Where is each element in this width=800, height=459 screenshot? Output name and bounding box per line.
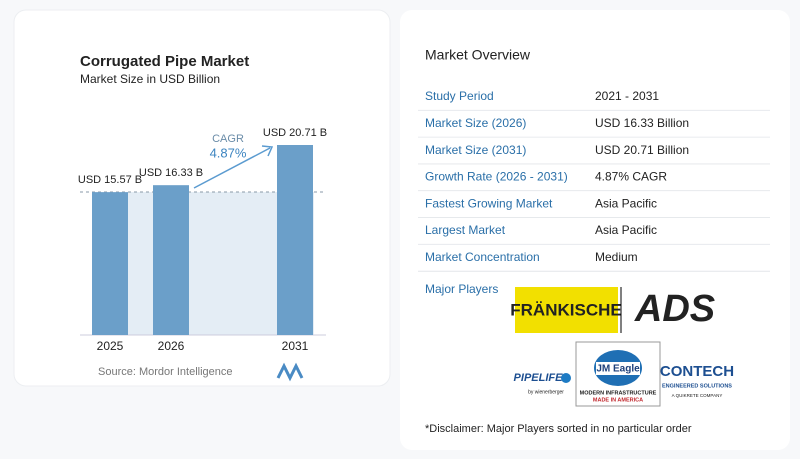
row-value: Asia Pacific — [595, 223, 657, 237]
chart-title: Corrugated Pipe Market — [80, 53, 249, 70]
cagr-label: CAGR — [212, 133, 244, 145]
logo-tagline: MODERN INFRASTRUCTURE — [580, 390, 657, 396]
logo-box — [515, 287, 618, 333]
bar — [92, 192, 128, 335]
row-label: Growth Rate (2026 - 2031) — [425, 170, 568, 184]
players-title: Major Players — [425, 282, 498, 296]
row-label: Market Concentration — [425, 250, 540, 264]
cagr-arrow — [193, 147, 271, 189]
row-label: Fastest Growing Market — [425, 196, 553, 210]
logo-tagline: ENGINEERED SOLUTIONS — [662, 383, 732, 389]
row-value: 2021 - 2031 — [595, 89, 659, 103]
disclaimer: *Disclaimer: Major Players sorted in no … — [425, 423, 692, 435]
row-bg — [418, 110, 770, 137]
overview-title: Market Overview — [425, 47, 531, 63]
value-label: USD 20.71 B — [263, 127, 327, 139]
row-bg — [418, 137, 770, 164]
cagr-arrowhead — [261, 145, 274, 157]
logo-tagline: A QUIKRETE COMPANY — [672, 393, 723, 398]
row-value: 4.87% CAGR — [595, 170, 667, 184]
value-label: USD 16.33 B — [139, 167, 203, 179]
logo: JM Eagle — [596, 364, 640, 375]
x-tick-label: 2026 — [158, 339, 185, 353]
row-value: USD 20.71 Billion — [595, 143, 689, 157]
row-value: Medium — [595, 250, 638, 264]
logo: FRÄNKISCHE — [510, 300, 621, 319]
source-logo — [276, 362, 304, 382]
logo: CONTECH — [660, 363, 734, 380]
row-bg — [418, 244, 770, 271]
row-label: Largest Market — [425, 223, 506, 237]
logo-tagline: by wienerberger — [528, 389, 564, 395]
row-bg — [418, 84, 770, 110]
row-value: USD 16.33 Billion — [595, 116, 689, 130]
row-label: Study Period — [425, 89, 494, 103]
x-tick-label: 2031 — [282, 339, 309, 353]
row-bg — [418, 191, 770, 218]
row-bg — [418, 218, 770, 244]
row-value: Asia Pacific — [595, 196, 657, 210]
logo: ADS — [634, 288, 715, 330]
chart-subtitle: Market Size in USD Billion — [80, 72, 220, 86]
logo-icon — [561, 373, 571, 383]
source: Source: Mordor Intelligence — [98, 366, 233, 378]
bar — [153, 185, 189, 335]
x-tick-label: 2025 — [97, 339, 124, 353]
bar — [277, 145, 313, 335]
row-label: Market Size (2031) — [425, 143, 526, 157]
row-bg — [418, 164, 770, 191]
logo: PIPELIFE — [514, 372, 564, 384]
cagr-value: 4.87% — [210, 145, 247, 160]
logo-band — [596, 362, 640, 375]
logo-tagline: MADE IN AMERICA — [593, 397, 643, 403]
row-label: Market Size (2026) — [425, 116, 526, 130]
value-label: USD 15.57 B — [78, 174, 142, 186]
